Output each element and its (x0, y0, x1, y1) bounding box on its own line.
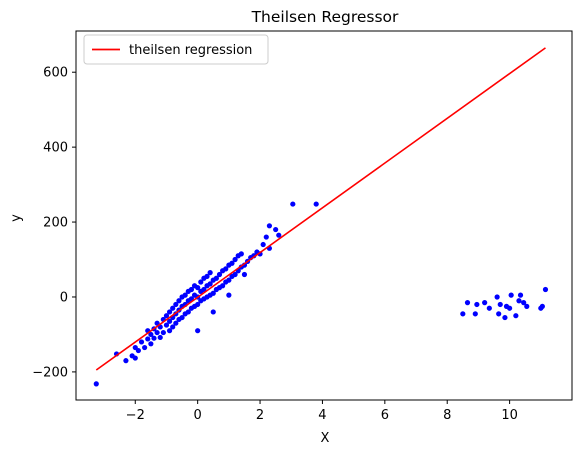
scatter-point (173, 320, 179, 326)
scatter-point (508, 292, 514, 298)
scatter-point (313, 201, 319, 207)
scatter-point (220, 283, 226, 289)
x-tick-label: 8 (443, 408, 451, 423)
scatter-point (179, 314, 185, 321)
scatter-point (276, 232, 282, 238)
legend: theilsen regression (83, 34, 269, 65)
x-tick-label: 10 (501, 408, 518, 423)
scatter-point (151, 335, 157, 341)
scatter-point (216, 271, 223, 278)
scatter-point (204, 273, 210, 279)
x-tick-label: 0 (194, 408, 202, 423)
y-tick-label: −200 (32, 365, 68, 380)
scatter-point (210, 309, 216, 315)
y-tick-label: 400 (43, 141, 68, 156)
scatter-point (157, 334, 163, 341)
scatter-point (486, 305, 492, 311)
scatter-point (160, 329, 166, 336)
legend-box (83, 34, 269, 65)
x-tick-label: −2 (126, 408, 145, 423)
scatter-point (166, 318, 173, 324)
scatter-point (207, 281, 213, 287)
y-axis: −200 0 200 400 600 (32, 66, 76, 380)
scatter-point (176, 298, 182, 304)
scatter-point (154, 329, 160, 336)
scatter-point (507, 305, 513, 311)
scatter-point (497, 301, 503, 308)
y-axis-label: y (9, 214, 24, 222)
y-tick-label: 0 (60, 290, 68, 305)
scatter-point (517, 292, 524, 298)
scatter-point (148, 341, 154, 347)
chart-title: Theilsen Regressor (251, 8, 399, 26)
scatter-point (135, 347, 141, 354)
scatter-point (163, 313, 170, 319)
scatter-point (494, 294, 500, 300)
scatter-point (482, 300, 488, 306)
scatter-point (472, 311, 478, 317)
scatter-point (513, 313, 519, 319)
scatter-point (229, 260, 235, 266)
scatter-point (170, 324, 176, 330)
scatter-point (123, 358, 129, 364)
x-tick-label: 4 (318, 408, 326, 423)
y-tick-label: 200 (43, 216, 68, 231)
scatter-point (496, 311, 502, 317)
scatter-point (145, 336, 151, 342)
scatter-point (226, 292, 232, 298)
scatter-point (195, 285, 201, 291)
scatter-point (195, 301, 201, 308)
scatter-point (182, 292, 188, 298)
scatter-point (170, 305, 176, 311)
x-tick-label: 2 (256, 408, 264, 423)
scatter-point (516, 298, 522, 304)
scatter-point (173, 301, 179, 308)
scatter-point (207, 270, 213, 276)
scatter-point (460, 311, 466, 317)
scatter-point (290, 201, 296, 207)
scatter-point (542, 286, 549, 293)
scatter-point (142, 344, 148, 351)
scatter-point (188, 286, 195, 293)
scatter-point (260, 241, 266, 248)
scatter-point (266, 223, 273, 229)
scatter-point (464, 300, 471, 306)
regression-line (95, 47, 546, 371)
scatter-point (138, 339, 145, 345)
scatter-point (166, 309, 173, 315)
scatter-point (241, 271, 248, 278)
scatter-point (263, 234, 269, 240)
scatter-point (148, 331, 154, 338)
legend-label: theilsen regression (129, 43, 252, 58)
scatter-point (232, 256, 238, 263)
scatter-point (166, 328, 173, 334)
scatter-point (195, 328, 201, 334)
scatter-point (273, 226, 279, 233)
plot-area (93, 47, 549, 387)
scatter-point (539, 303, 545, 309)
scatter-point (93, 381, 99, 387)
scatter-point (132, 355, 138, 361)
x-axis-label: X (321, 431, 330, 446)
scatter-point (232, 271, 238, 278)
scatter-point (226, 277, 232, 283)
scatter-point (185, 309, 191, 315)
plot-frame (75, 30, 573, 401)
scatter-point (163, 322, 170, 328)
y-tick-label: 600 (43, 66, 68, 81)
scatter-point (201, 286, 207, 293)
scatter-point (210, 290, 216, 296)
scatter-point (474, 301, 480, 308)
scatter-point (198, 279, 204, 285)
x-tick-label: 6 (381, 408, 389, 423)
scatter-point (524, 303, 530, 309)
scatter-point (521, 300, 527, 306)
scatter-point (238, 251, 244, 257)
scatter-point (502, 314, 508, 321)
scatter-point (213, 275, 219, 281)
x-axis: −2 0 2 4 6 8 10 (126, 400, 518, 423)
scatter-point (223, 266, 229, 272)
